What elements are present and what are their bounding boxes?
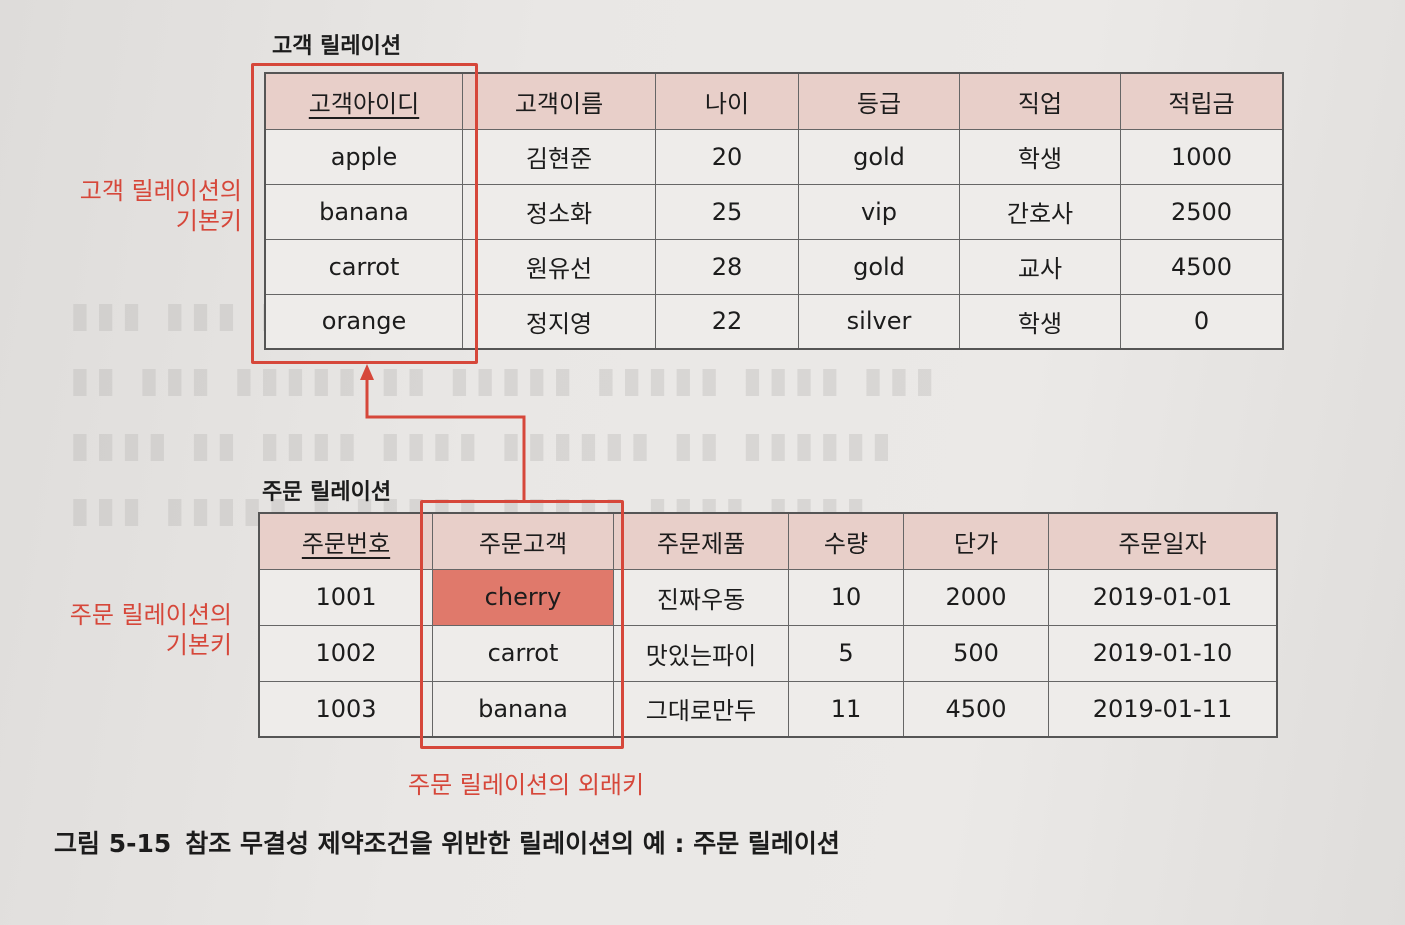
table-cell: 맛있는파이	[613, 624, 789, 682]
table-row: orange 정지영 22 silver 학생 0	[264, 293, 1284, 350]
table-cell: 간호사	[959, 183, 1121, 240]
table-cell: 1001	[258, 568, 433, 626]
table-cell: 500	[903, 624, 1049, 682]
table-cell: 2019-01-11	[1048, 680, 1278, 738]
column-header-customer-id: 고객아이디	[264, 72, 463, 130]
order-primary-key-note: 주문 릴레이션의 기본키	[40, 600, 232, 660]
table-cell: 28	[655, 238, 799, 295]
table-cell: 학생	[959, 128, 1121, 185]
figure-caption: 그림 5-15 참조 무결성 제약조건을 위반한 릴레이션의 예 : 주문 릴레이…	[54, 824, 840, 860]
table-cell: 2019-01-01	[1048, 568, 1278, 626]
figure-number: 그림 5-15	[54, 829, 172, 858]
note-line: 고객 릴레이션의	[79, 177, 242, 205]
table-cell: 1002	[258, 624, 433, 682]
customer-primary-key-highlight	[251, 63, 478, 364]
table-cell: vip	[798, 183, 960, 240]
bleed-through-text: ▮▮ ▮▮▮ ▮▮▮▮▮ ▮▮ ▮▮▮▮▮ ▮▮▮▮▮ ▮▮▮▮ ▮▮▮	[70, 360, 941, 396]
table-cell: 정지영	[462, 293, 656, 350]
column-header-customer-name: 고객이름	[462, 72, 656, 130]
table-cell: 20	[655, 128, 799, 185]
order-foreign-key-highlight	[420, 500, 624, 749]
table-row: banana 정소화 25 vip 간호사 2500	[264, 183, 1284, 240]
table-cell: 4500	[1120, 238, 1284, 295]
table-cell: 2019-01-10	[1048, 624, 1278, 682]
table-row: carrot 원유선 28 gold 교사 4500	[264, 238, 1284, 295]
table-cell: orange	[264, 293, 463, 350]
table-cell: 그대로만두	[613, 680, 789, 738]
table-row: 1003 banana 그대로만두 11 4500 2019-01-11	[258, 680, 1278, 738]
table-cell: carrot	[264, 238, 463, 295]
table-cell: gold	[798, 238, 960, 295]
table-cell: 25	[655, 183, 799, 240]
customer-relation-table: 고객아이디 고객이름 나이 등급 직업 적립금 apple 김현준 20 gol…	[264, 72, 1284, 350]
note-line: 주문 릴레이션의	[69, 601, 232, 629]
table-cell: 10	[788, 568, 904, 626]
note-line: 기본키	[175, 207, 242, 235]
column-header-order-date: 주문일자	[1048, 512, 1278, 570]
column-header-order-customer: 주문고객	[432, 512, 614, 570]
table-cell: silver	[798, 293, 960, 350]
customer-primary-key-note: 고객 릴레이션의 기본키	[60, 176, 242, 236]
table-cell: banana	[264, 183, 463, 240]
note-line: 기본키	[165, 631, 232, 659]
table-cell: banana	[432, 680, 614, 738]
table-row: 1001 cherry 진짜우동 10 2000 2019-01-01	[258, 568, 1278, 626]
table-cell: gold	[798, 128, 960, 185]
column-header-quantity: 수량	[788, 512, 904, 570]
column-header-points: 적립금	[1120, 72, 1284, 130]
column-header-grade: 등급	[798, 72, 960, 130]
column-header-age: 나이	[655, 72, 799, 130]
bleed-through-text: ▮▮▮▮ ▮▮ ▮▮▮▮ ▮▮▮▮ ▮▮▮▮▮▮ ▮▮ ▮▮▮▮▮▮	[70, 425, 898, 461]
violating-foreign-key-cell: cherry	[432, 568, 614, 626]
table-cell: 2500	[1120, 183, 1284, 240]
table-cell: 4500	[903, 680, 1049, 738]
table-cell: 1000	[1120, 128, 1284, 185]
column-header-order-id: 주문번호	[258, 512, 433, 570]
figure-caption-text: 참조 무결성 제약조건을 위반한 릴레이션의 예 : 주문 릴레이션	[185, 829, 840, 858]
table-cell: 11	[788, 680, 904, 738]
column-header-unit-price: 단가	[903, 512, 1049, 570]
customer-relation-heading: 고객 릴레이션	[272, 34, 402, 59]
table-cell: 교사	[959, 238, 1121, 295]
table-header-row: 고객아이디 고객이름 나이 등급 직업 적립금	[264, 72, 1284, 130]
table-cell: 5	[788, 624, 904, 682]
column-header-job: 직업	[959, 72, 1121, 130]
order-relation-table: 주문번호 주문고객 주문제품 수량 단가 주문일자 1001 cherry 진짜…	[258, 512, 1278, 738]
table-cell: 원유선	[462, 238, 656, 295]
table-cell: 김현준	[462, 128, 656, 185]
order-relation-heading: 주문 릴레이션	[262, 480, 392, 505]
table-cell: 0	[1120, 293, 1284, 350]
table-cell: apple	[264, 128, 463, 185]
table-cell: 진짜우동	[613, 568, 789, 626]
table-cell: 1003	[258, 680, 433, 738]
table-cell: 정소화	[462, 183, 656, 240]
table-cell: 학생	[959, 293, 1121, 350]
table-cell: 22	[655, 293, 799, 350]
column-header-order-product: 주문제품	[613, 512, 789, 570]
table-row: 1002 carrot 맛있는파이 5 500 2019-01-10	[258, 624, 1278, 682]
table-cell: 2000	[903, 568, 1049, 626]
order-foreign-key-note: 주문 릴레이션의 외래키	[408, 771, 645, 799]
table-header-row: 주문번호 주문고객 주문제품 수량 단가 주문일자	[258, 512, 1278, 570]
